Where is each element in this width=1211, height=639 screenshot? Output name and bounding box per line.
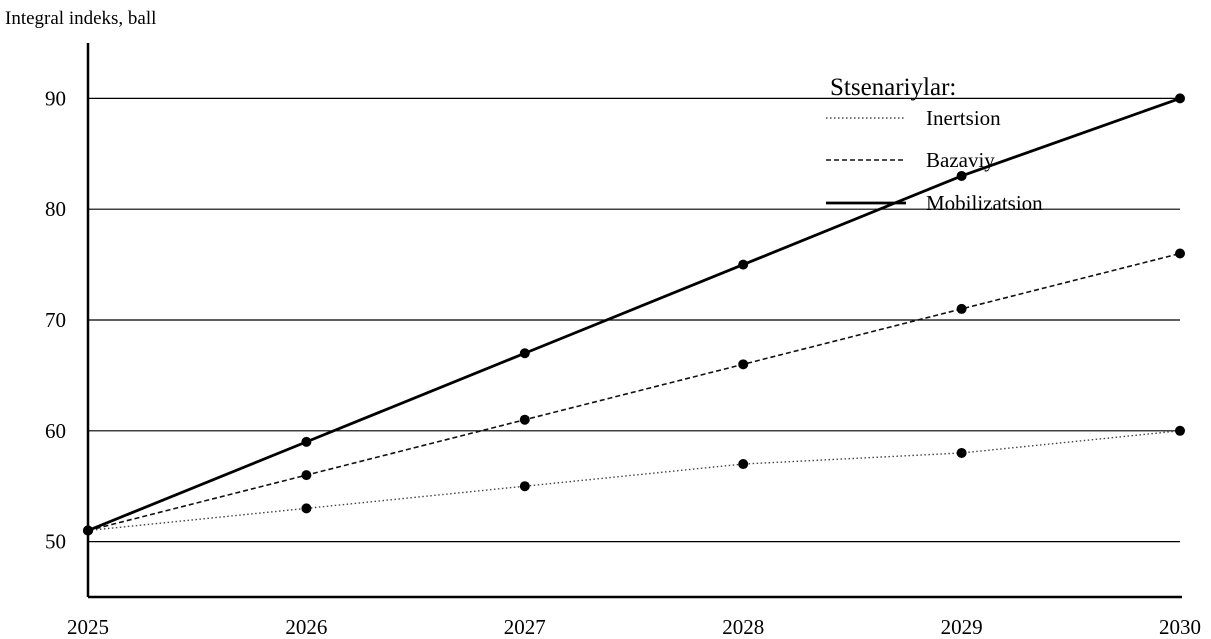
legend-label-bazaviy: Bazaviy — [926, 148, 995, 172]
data-point-bazaviy-2030 — [1175, 248, 1185, 259]
y-tick-label-90: 90 — [45, 86, 66, 110]
series-line-bazaviy — [87, 252, 1181, 532]
data-point-inertsion-2029 — [956, 447, 967, 458]
y-tick-label-80: 80 — [45, 197, 66, 221]
legend-title: Stsenariylar: — [830, 74, 956, 101]
data-point-bazaviy-2027 — [519, 414, 530, 425]
data-point-inertsion-2028 — [738, 459, 749, 470]
x-tick-label-2028: 2028 — [722, 615, 764, 639]
x-tick-label-2029: 2029 — [941, 615, 983, 639]
data-point-inertsion-2026 — [301, 503, 312, 514]
x-tick-label-2025: 2025 — [67, 615, 109, 639]
legend-label-inertsion: Inertsion — [926, 106, 1001, 130]
x-tick-labels: 2025 2026 2027 2028 2029 2030 — [67, 615, 1201, 639]
data-point-mobilizatsion-2030 — [1175, 93, 1185, 104]
data-point-bazaviy-2026 — [301, 470, 312, 481]
horizontal-gridlines — [88, 97, 1180, 543]
data-point-mobilizatsion-2027 — [519, 348, 530, 359]
x-tick-label-2026: 2026 — [285, 615, 327, 639]
data-point-mobilizatsion-2026 — [301, 436, 312, 447]
legend: Stsenariylar: Inertsion Bazaviy Mobilizats… — [826, 74, 1043, 215]
y-tick-label-60: 60 — [45, 419, 66, 443]
y-tick-labels: 50 60 70 80 90 — [45, 86, 66, 553]
data-point-inertsion-2030 — [1175, 425, 1185, 436]
y-axis-label: Integral indeks, ball — [5, 8, 156, 29]
legend-label-mobilizatsion: Mobilizatsion — [926, 191, 1043, 215]
series-line-mobilizatsion — [87, 97, 1181, 532]
data-point-bazaviy-2029 — [956, 303, 967, 314]
data-point-mobilizatsion-2029 — [956, 170, 967, 181]
data-point-mobilizatsion-2028 — [738, 259, 749, 270]
y-tick-label-70: 70 — [45, 308, 66, 332]
x-tick-label-2027: 2027 — [504, 615, 546, 639]
y-tick-label-50: 50 — [45, 530, 66, 554]
data-point-inertsion-2027 — [519, 481, 530, 492]
data-point-bazaviy-2028 — [738, 359, 749, 370]
x-tick-label-2030: 2030 — [1159, 615, 1201, 639]
series-layer — [83, 93, 1185, 536]
series-line-inertsion — [87, 430, 1181, 532]
